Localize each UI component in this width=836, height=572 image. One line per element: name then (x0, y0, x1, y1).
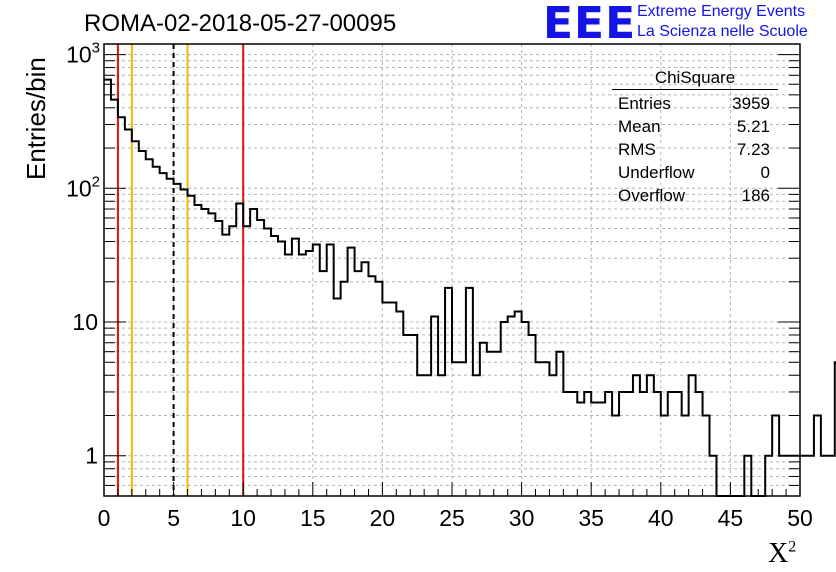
y-tick-label-exponent: 3 (92, 40, 100, 57)
stats-box: ChiSquare Entries 3959 Mean 5.21 RMS 7.23 U… (612, 67, 778, 207)
stats-value: 5.21 (736, 117, 770, 136)
stats-value: 186 (741, 186, 770, 205)
stats-label: Overflow (618, 186, 686, 205)
x-tick-labels: 0 5 10 15 20 25 30 35 40 45 50 (98, 505, 813, 531)
x-tick-label: 10 (230, 505, 256, 531)
x-tick-label: 40 (648, 505, 674, 531)
stats-label: Mean (618, 117, 661, 136)
x-tick-label: 15 (300, 505, 326, 531)
grid (104, 44, 800, 496)
x-tick-label: 45 (718, 505, 744, 531)
y-tick-label-base: 10 (66, 42, 92, 68)
stats-row: RMS 7.23 (612, 138, 778, 161)
x-tick-label: 35 (578, 505, 604, 531)
x-tick-label: 50 (787, 505, 813, 531)
x-tick-label: 30 (509, 505, 535, 531)
stats-row: Overflow 186 (612, 184, 778, 207)
stats-row: Mean 5.21 (612, 115, 778, 138)
brand-line-2: La Scienza nelle Scuole (637, 23, 808, 40)
x-tick-label: 0 (98, 505, 111, 531)
stats-row: Underflow 0 (612, 161, 778, 184)
stats-title: ChiSquare (612, 67, 778, 90)
y-tick-label: 103 (66, 40, 100, 68)
stats-value: 7.23 (736, 140, 770, 159)
y-tick-label: 10 (72, 309, 98, 335)
x-tick-label: 20 (370, 505, 396, 531)
y-tick-label-base: 10 (72, 309, 98, 335)
y-tick-label-base: 1 (85, 443, 98, 469)
chart-title: ROMA-02-2018-05-27-00095 (84, 10, 397, 37)
stats-label: Underflow (618, 163, 695, 182)
marker-lines (116, 44, 245, 496)
stats-row: Entries 3959 (612, 92, 778, 115)
stats-label: Entries (618, 94, 671, 113)
y-tick-label-base: 10 (66, 175, 92, 201)
x-tick-label: 25 (439, 505, 465, 531)
brand-line-1: Extreme Energy Events (637, 3, 806, 20)
x-axis-label: X2 (768, 538, 796, 570)
y-tick-label: 102 (66, 173, 100, 201)
x-tick-label: 5 (167, 505, 180, 531)
stats-value: 3959 (732, 94, 770, 113)
stats-value: 0 (760, 163, 770, 182)
x-axis-label-base: X (768, 538, 789, 569)
y-tick-label-exponent: 2 (92, 173, 100, 190)
y-tick-label: 1 (85, 443, 98, 469)
y-axis-label: Entries/bin (21, 57, 51, 180)
x-axis-label-exponent: 2 (788, 538, 797, 556)
axis-ticks (103, 54, 801, 496)
stats-label: RMS (618, 140, 656, 159)
eee-logo: EEE (543, 0, 637, 49)
